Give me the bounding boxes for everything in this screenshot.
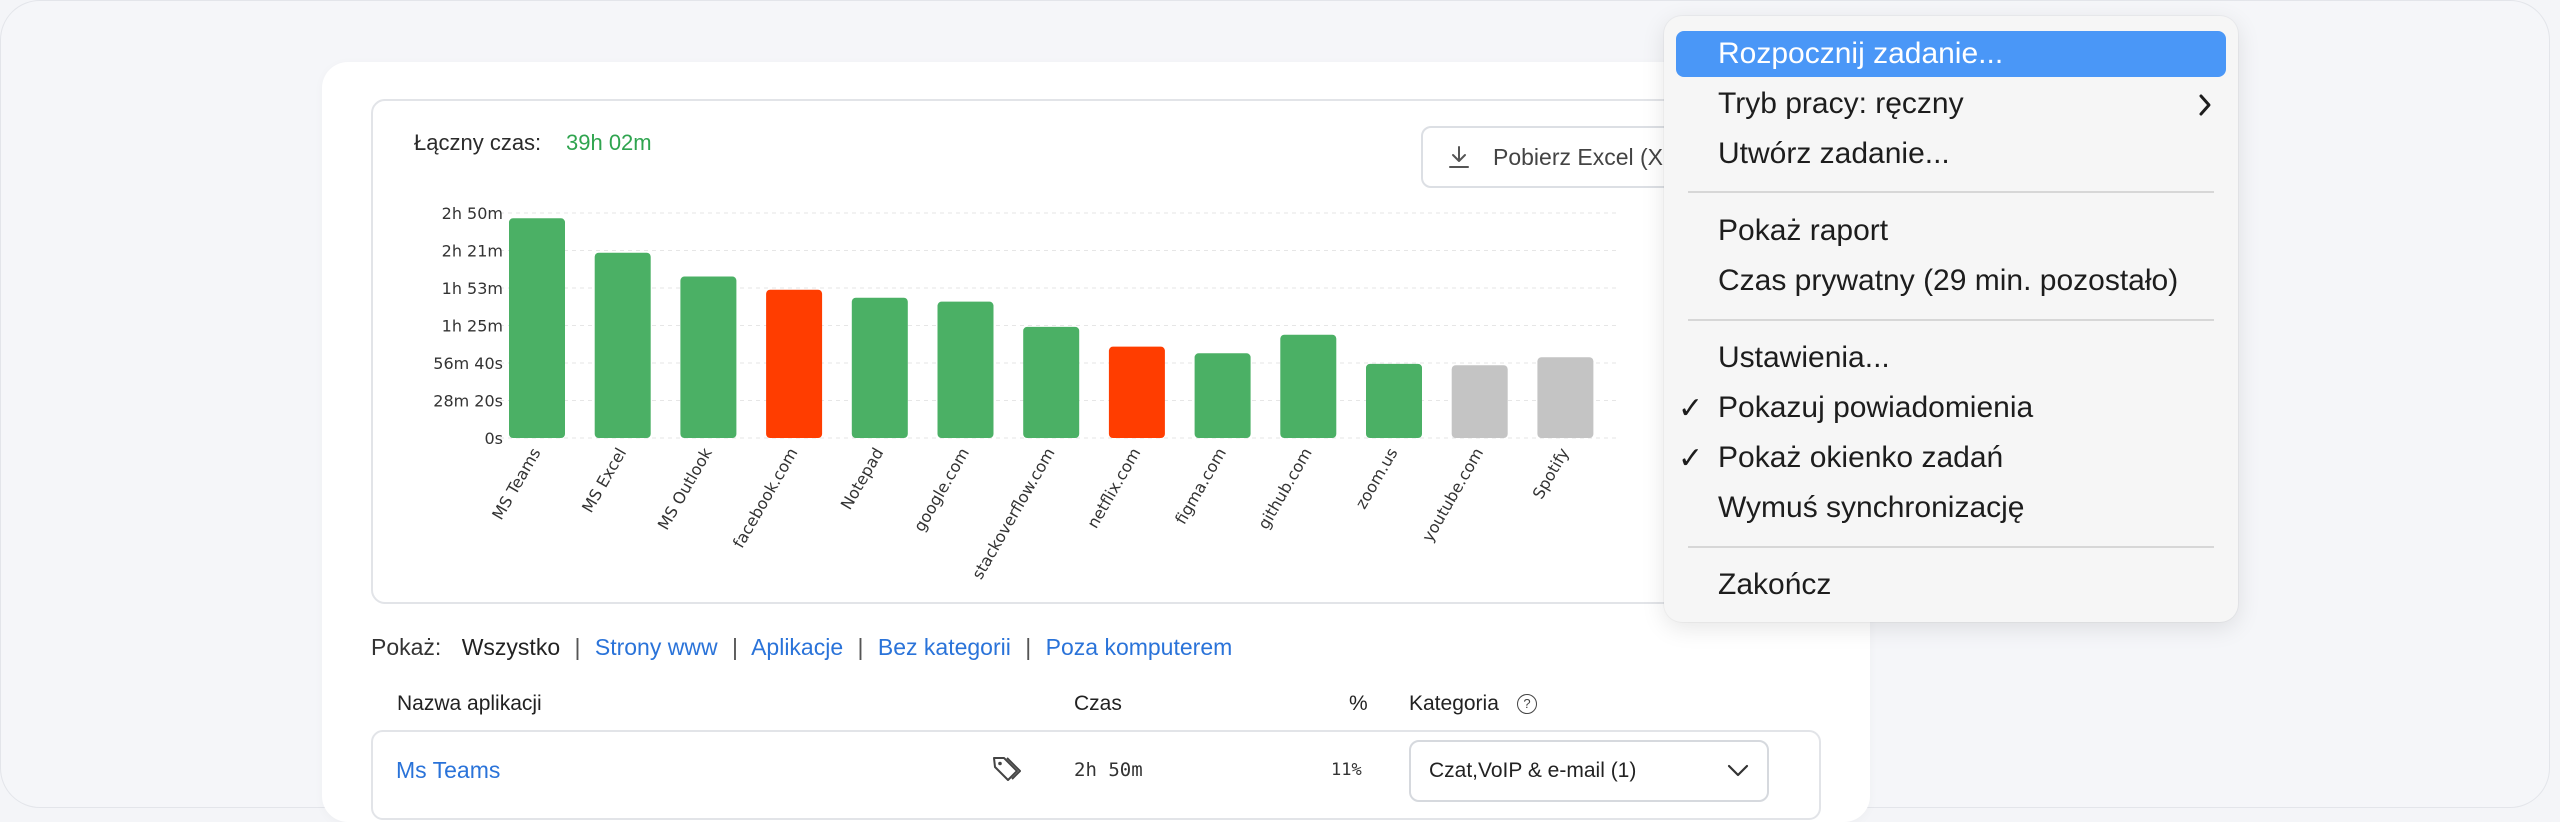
category-select[interactable]: Czat,VoIP & e-mail (1) — [1409, 740, 1769, 802]
column-header-name[interactable]: Nazwa aplikacji — [397, 692, 542, 715]
y-tick-label: 1h 25m — [442, 317, 503, 336]
help-icon[interactable]: ? — [1517, 694, 1537, 714]
menu-item-private-time[interactable]: Czas prywatny (29 min. pozostało) — [1676, 258, 2226, 304]
tag-icon[interactable] — [991, 754, 1023, 784]
download-excel-label: Pobierz Excel (X — [1493, 143, 1664, 170]
category-select-value: Czat,VoIP & e-mail (1) — [1429, 759, 1637, 782]
menu-item-label: Pokazuj powiadomienia — [1718, 391, 2034, 424]
menu-item-label: Utwórz zadanie... — [1718, 137, 1950, 170]
menu-item-show-task-window[interactable]: ✓ Pokaż okienko zadań — [1676, 435, 2226, 481]
bar[interactable] — [1108, 346, 1165, 438]
menu-item-label: Zakończ — [1718, 568, 1832, 601]
checkmark-icon: ✓ — [1678, 392, 1704, 425]
menu-separator — [1688, 191, 2214, 193]
filter-link-offline[interactable]: Poza komputerem — [1045, 634, 1233, 660]
chevron-right-icon — [2199, 94, 2211, 116]
column-header-time[interactable]: Czas — [1074, 692, 1122, 715]
bar[interactable] — [1023, 326, 1080, 438]
x-category-label: MS Outlook — [654, 444, 716, 533]
filter-link-applications[interactable]: Aplikacje — [751, 634, 844, 660]
app-time: 2h 50m — [1074, 759, 1143, 781]
chevron-down-icon — [1727, 764, 1749, 777]
y-tick-label: 2h 50m — [442, 204, 503, 223]
menu-item-force-sync[interactable]: Wymuś synchronizację — [1676, 485, 2226, 531]
x-category-label: netflix.com — [1083, 445, 1144, 532]
bar[interactable] — [937, 301, 994, 438]
bar[interactable] — [680, 276, 737, 438]
x-category-label: zoom.us — [1351, 445, 1401, 513]
menu-item-settings[interactable]: Ustawienia... — [1676, 335, 2226, 381]
column-header-percent[interactable]: % — [1349, 692, 1368, 715]
menu-separator — [1688, 546, 2214, 548]
x-category-label: MS Teams — [488, 445, 544, 523]
y-tick-label: 28m 20s — [433, 392, 503, 411]
checkmark-icon: ✓ — [1678, 442, 1704, 475]
column-header-category[interactable]: Kategoria — [1409, 692, 1499, 715]
menu-item-work-mode[interactable]: Tryb pracy: ręczny — [1676, 81, 2226, 127]
menu-item-label: Ustawienia... — [1718, 341, 1890, 374]
y-tick-label: 0s — [484, 429, 503, 448]
filter-link-uncategorized[interactable]: Bez kategorii — [877, 634, 1011, 660]
menu-item-label: Tryb pracy: ręczny — [1718, 87, 1964, 120]
total-time-value: 39h 02m — [566, 130, 652, 155]
bar[interactable] — [1451, 365, 1508, 438]
x-category-label: Notepad — [837, 445, 887, 513]
filter-separator: | — [574, 634, 581, 660]
bar[interactable] — [509, 218, 565, 438]
download-excel-button[interactable]: Pobierz Excel (X — [1421, 126, 1711, 188]
y-tick-label: 2h 21m — [442, 242, 503, 261]
filter-bar: Pokaż: Wszystko | Strony www | Aplikacje… — [371, 634, 1232, 661]
menu-item-label: Czas prywatny (29 min. pozostało) — [1718, 264, 2179, 297]
bar[interactable] — [1280, 334, 1337, 438]
bar[interactable] — [1537, 357, 1594, 438]
usage-bar-chart: 0s 28m 20s 56m 40s 1h 25m 1h 53m 2h 21m 2h 50m… — [433, 204, 1620, 583]
filter-separator: | — [1025, 634, 1032, 660]
bar[interactable] — [1194, 353, 1251, 438]
menu-item-create-task[interactable]: Utwórz zadanie... — [1676, 131, 2226, 177]
download-icon — [1449, 146, 1469, 168]
menu-separator — [1688, 319, 2214, 321]
x-category-label: youtube.com — [1418, 445, 1487, 546]
x-category-label: stackoverflow.com — [968, 445, 1059, 583]
filter-link-websites[interactable]: Strony www — [594, 634, 718, 660]
x-category-label: Spotify — [1529, 445, 1573, 503]
filter-separator: | — [857, 634, 864, 660]
menu-item-show-report[interactable]: Pokaż raport — [1676, 208, 2226, 254]
filter-label: Pokaż: — [371, 634, 442, 660]
y-tick-label: 56m 40s — [433, 354, 503, 373]
filter-separator: | — [731, 634, 738, 660]
total-time-label: Łączny czas: — [414, 130, 542, 155]
menu-item-label: Wymuś synchronizację — [1718, 491, 2025, 524]
menu-item-label: Rozpocznij zadanie... — [1718, 37, 2004, 70]
x-category-label: figma.com — [1171, 445, 1230, 528]
bar[interactable] — [1366, 363, 1422, 438]
filter-all[interactable]: Wszystko — [461, 634, 561, 660]
x-category-label: google.com — [910, 445, 973, 535]
x-category-label: facebook.com — [729, 445, 802, 552]
y-tick-label: 1h 53m — [442, 279, 503, 298]
menu-item-start-task[interactable]: Rozpocznij zadanie... — [1676, 31, 2226, 77]
app-percent: 11% — [1331, 760, 1362, 780]
x-category-label: MS Excel — [578, 445, 630, 516]
menu-item-quit[interactable]: Zakończ — [1676, 562, 2226, 608]
app-name-link[interactable]: Ms Teams — [396, 757, 501, 783]
x-category-label: github.com — [1254, 445, 1316, 533]
menu-item-show-notifications[interactable]: ✓ Pokazuj powiadomienia — [1676, 385, 2226, 431]
menu-item-label: Pokaż okienko zadań — [1718, 441, 2004, 474]
bar[interactable] — [766, 289, 823, 438]
bar[interactable] — [851, 297, 908, 438]
menu-item-label: Pokaż raport — [1718, 214, 1889, 247]
bar[interactable] — [594, 252, 651, 438]
